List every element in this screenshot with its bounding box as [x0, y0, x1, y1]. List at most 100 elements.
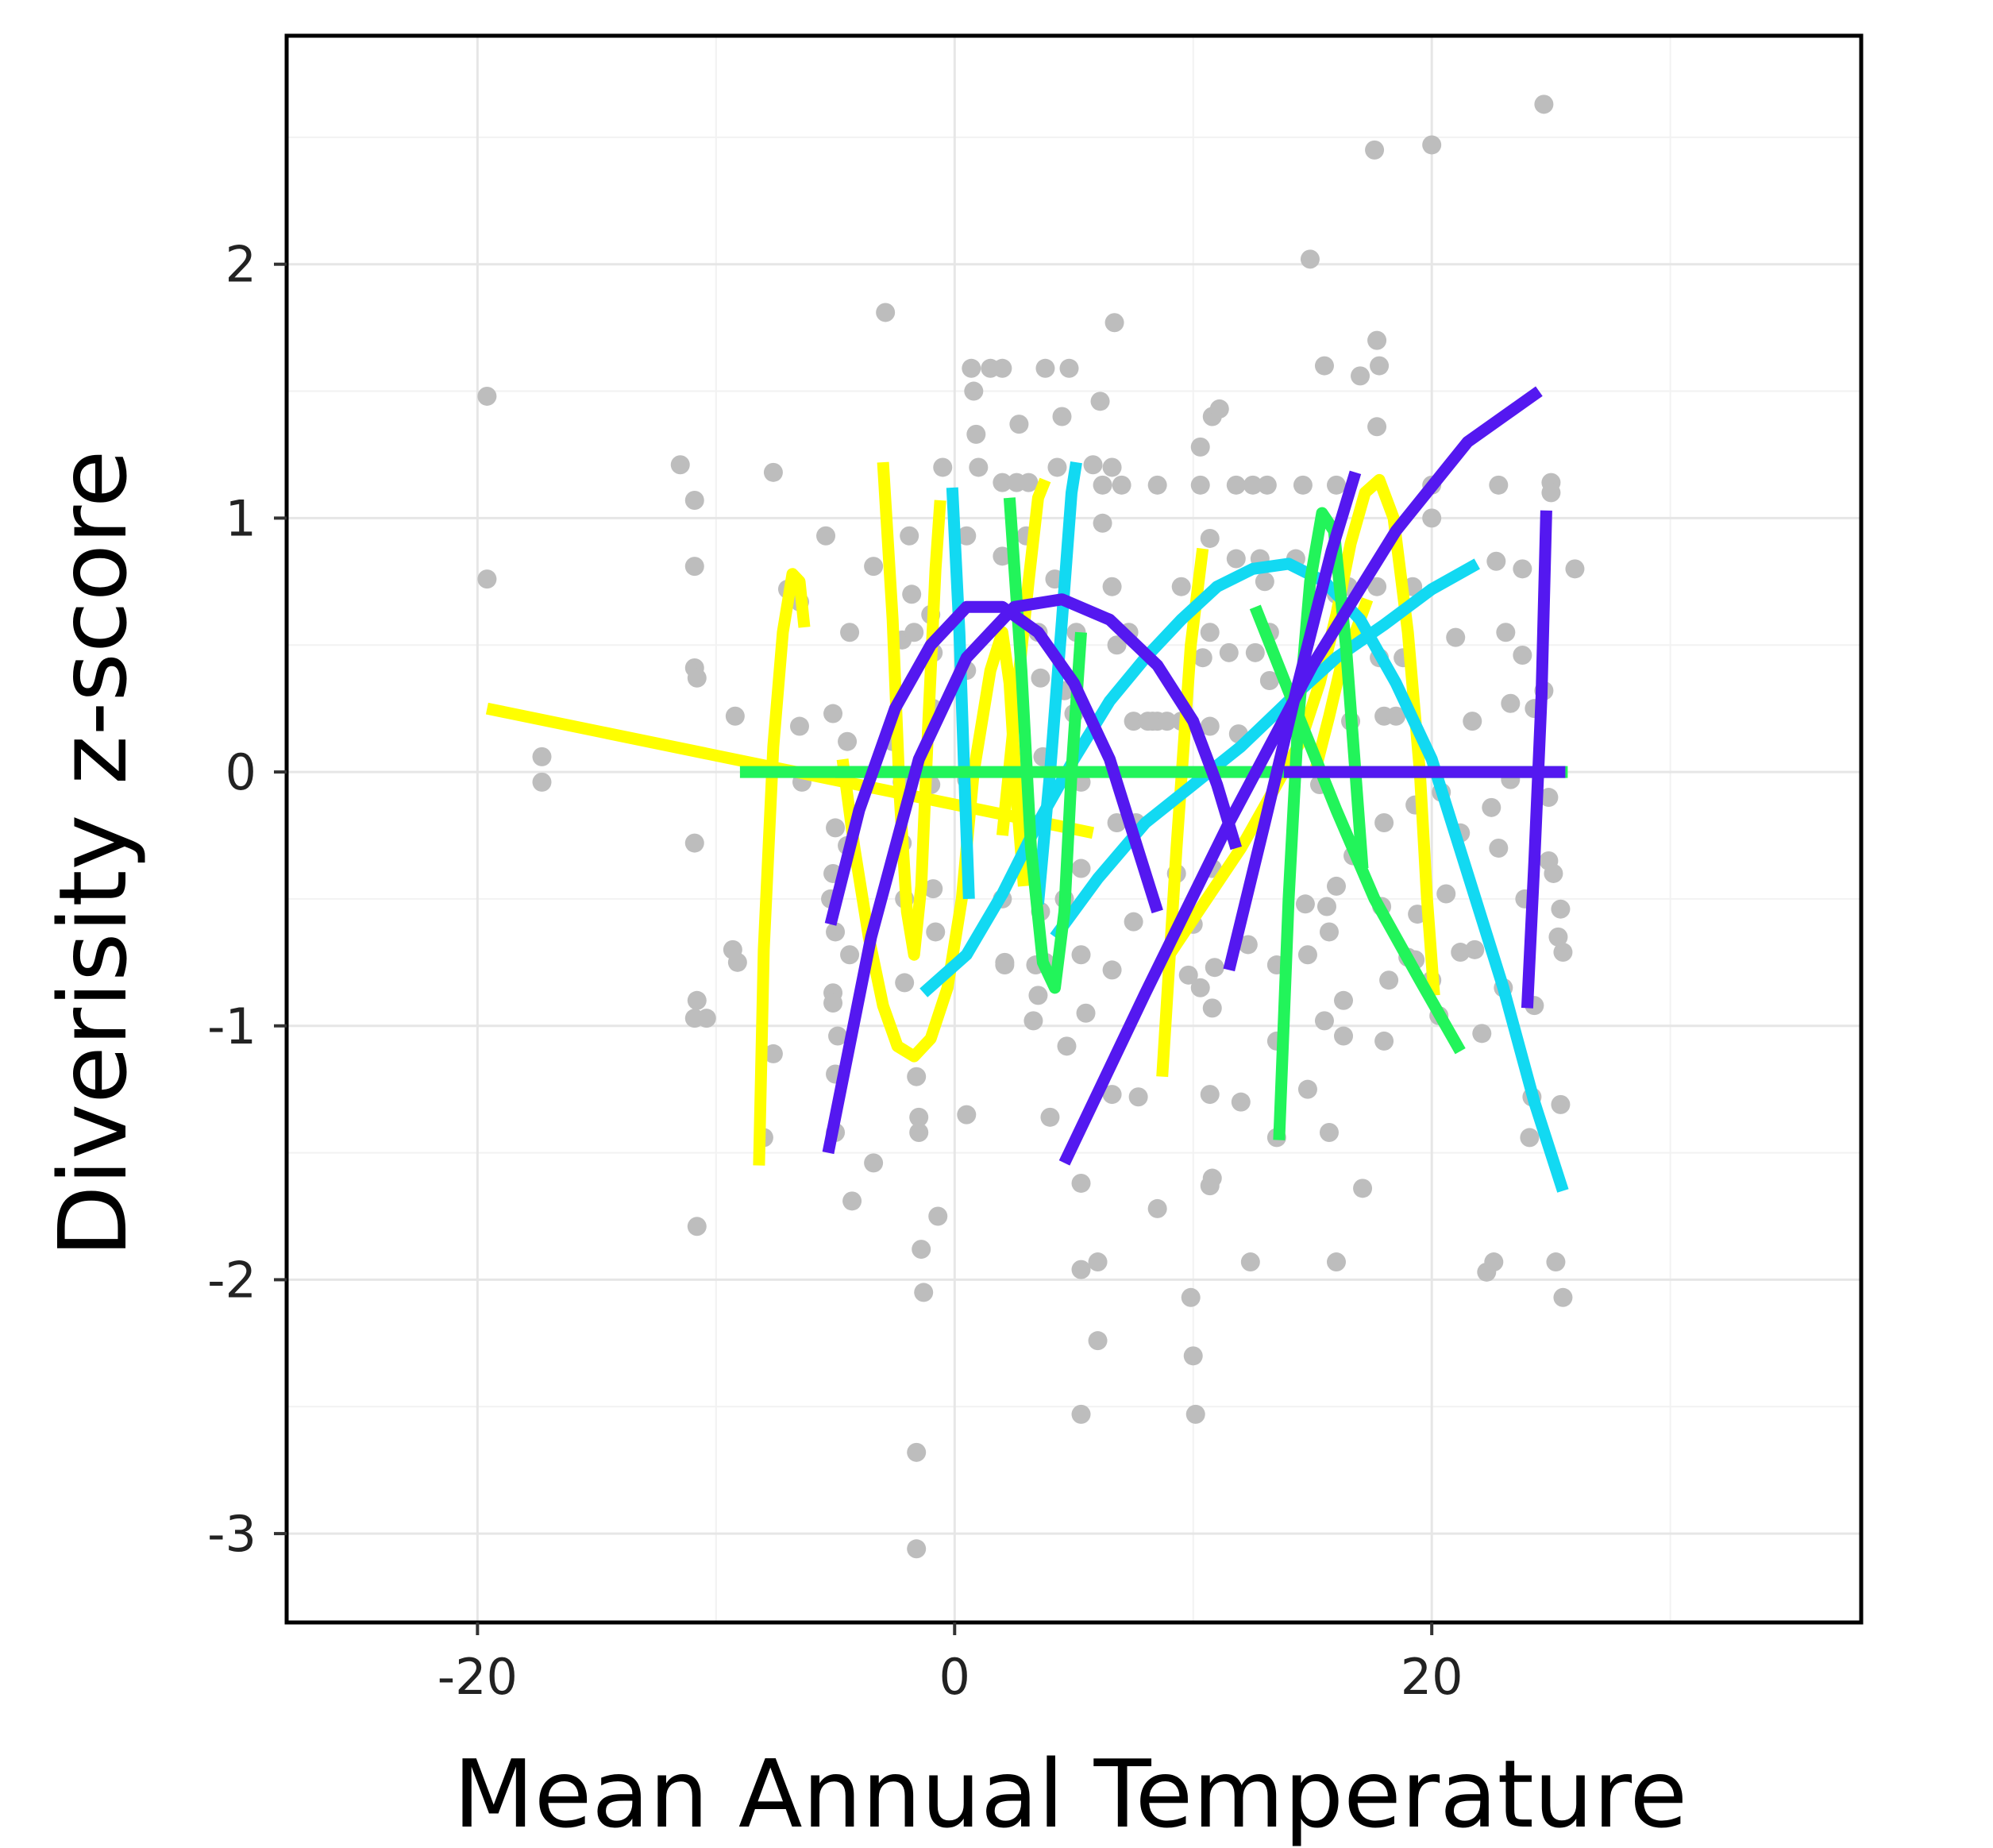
data-point	[684, 557, 704, 577]
data-point	[902, 584, 922, 604]
data-point	[1124, 912, 1143, 932]
data-point	[826, 922, 846, 942]
data-point	[900, 526, 919, 546]
data-point	[876, 303, 896, 322]
data-point	[816, 526, 836, 546]
data-point	[1482, 797, 1501, 817]
data-point	[895, 973, 915, 993]
data-point	[1190, 437, 1210, 457]
data-point	[1093, 513, 1112, 533]
data-point	[687, 1217, 707, 1237]
fit-line-green	[1003, 497, 1087, 994]
data-point	[1124, 712, 1143, 731]
y-tick-label: -3	[207, 1505, 256, 1563]
data-point	[864, 1153, 884, 1173]
data-point	[1190, 475, 1210, 495]
data-point	[909, 1123, 929, 1143]
data-point	[1083, 455, 1103, 475]
data-point	[1102, 1085, 1122, 1105]
data-point	[1436, 884, 1456, 904]
data-point	[1147, 475, 1167, 495]
data-point	[1314, 1011, 1334, 1031]
data-point	[1501, 693, 1521, 713]
data-point	[907, 1539, 927, 1559]
data-point	[826, 818, 846, 838]
data-point	[1319, 1123, 1339, 1143]
data-point	[1316, 897, 1336, 916]
y-tick-label: 1	[226, 489, 256, 547]
data-point	[914, 1283, 934, 1302]
data-point	[1071, 945, 1091, 965]
data-point	[1496, 623, 1516, 642]
data-point	[907, 1067, 927, 1086]
data-point	[1534, 95, 1554, 114]
data-point	[1539, 851, 1559, 870]
fit-line-cyan	[946, 487, 975, 900]
data-point	[1200, 1176, 1220, 1196]
data-point	[842, 1191, 862, 1211]
x-tick-label: 20	[1401, 1648, 1463, 1706]
data-point	[1019, 473, 1039, 492]
data-point	[1128, 1087, 1148, 1107]
data-point	[1446, 627, 1466, 647]
data-point	[1297, 945, 1317, 965]
data-point	[1463, 712, 1482, 731]
fit-lines	[485, 386, 1569, 1193]
data-point	[1553, 1287, 1573, 1307]
data-point	[1183, 1346, 1203, 1366]
data-point	[1226, 549, 1246, 569]
data-point	[1327, 1252, 1346, 1272]
data-point	[928, 1206, 948, 1226]
data-point	[823, 704, 843, 723]
data-point	[1365, 140, 1385, 160]
data-point	[957, 1105, 977, 1125]
data-point	[823, 993, 843, 1013]
x-axis-title: Mean Annual Temperature	[453, 1739, 1687, 1848]
data-point	[909, 1107, 929, 1127]
data-point	[840, 623, 860, 642]
data-point	[1112, 475, 1131, 495]
data-point	[1226, 475, 1246, 495]
fit-line-cyan	[919, 557, 1569, 1193]
x-tick-label: -20	[438, 1648, 518, 1706]
data-point	[1200, 623, 1220, 642]
data-point	[1059, 358, 1079, 378]
data-point	[1181, 1287, 1201, 1307]
data-point	[957, 526, 977, 546]
data-point	[993, 546, 1012, 566]
data-point	[1379, 970, 1399, 990]
data-point	[1071, 858, 1091, 878]
data-point	[1386, 706, 1406, 726]
data-point	[789, 716, 809, 736]
data-point	[1031, 668, 1050, 688]
axis-ticks: -20 0 20 2 1 0 -1 -2 -3	[207, 236, 1463, 1706]
data-point	[1513, 559, 1532, 579]
data-point	[1367, 330, 1387, 350]
data-point	[687, 990, 707, 1010]
data-point	[1513, 646, 1532, 666]
data-point	[1238, 935, 1258, 955]
data-point	[1047, 457, 1067, 477]
data-point	[687, 668, 707, 688]
data-point	[933, 457, 953, 477]
y-tick-label: -1	[207, 997, 256, 1055]
data-point	[1486, 551, 1506, 571]
fit-line-yellow	[877, 461, 946, 961]
data-point	[1147, 1198, 1167, 1218]
data-point	[1231, 1092, 1251, 1112]
data-point	[532, 747, 552, 766]
data-point	[1209, 399, 1229, 419]
data-point	[964, 381, 984, 401]
data-point	[763, 462, 783, 482]
data-point	[1300, 249, 1320, 269]
data-point	[1200, 1085, 1220, 1105]
data-point	[1314, 356, 1334, 376]
data-point	[1353, 1179, 1373, 1198]
data-point	[1367, 417, 1387, 437]
fit-line-yellow	[836, 626, 1030, 1063]
y-tick-label: 0	[226, 743, 256, 801]
data-point	[1245, 642, 1265, 662]
plot-frame	[284, 33, 1864, 1625]
data-point	[1351, 366, 1370, 386]
